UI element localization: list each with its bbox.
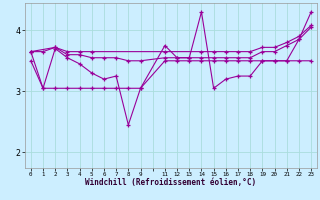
X-axis label: Windchill (Refroidissement éolien,°C): Windchill (Refroidissement éolien,°C) (85, 178, 257, 187)
